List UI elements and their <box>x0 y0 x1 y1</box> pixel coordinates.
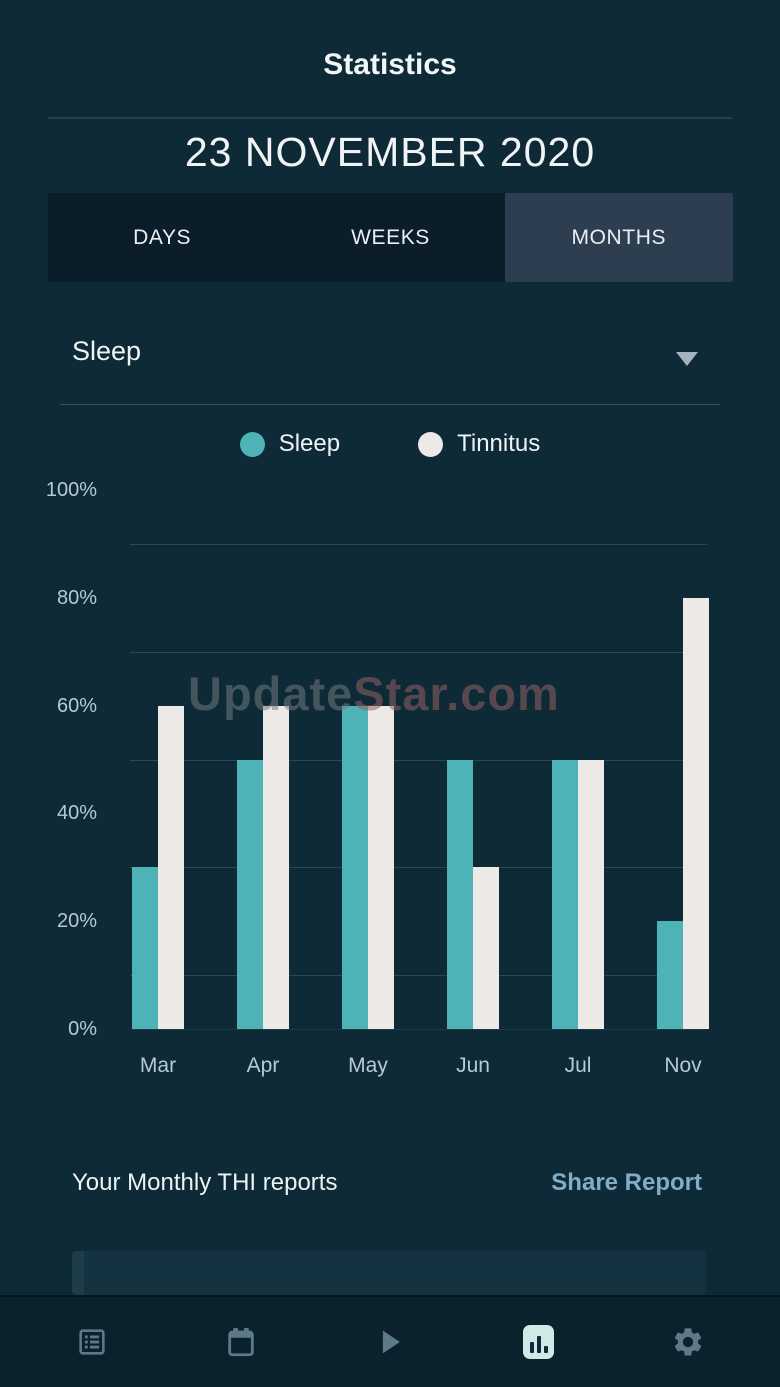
x-axis-label: Jun <box>456 1054 490 1077</box>
x-axis-label: Jul <box>564 1054 592 1077</box>
period-tabs: DAYS WEEKS MONTHS <box>48 193 733 282</box>
y-axis-tick: 40% <box>56 802 97 825</box>
gridline <box>130 759 707 761</box>
tab-months[interactable]: MONTHS <box>504 193 733 282</box>
sleep-dot-icon <box>239 431 265 457</box>
y-axis-tick: 20% <box>56 910 97 933</box>
tab-weeks[interactable]: WEEKS <box>276 193 505 282</box>
bar-tinnitus-nov <box>683 597 709 1029</box>
header-divider <box>48 117 732 119</box>
bar-sleep-may <box>342 705 368 1029</box>
bar-sleep-apr <box>237 759 263 1029</box>
share-report-button[interactable]: Share Report <box>545 1168 708 1198</box>
report-row[interactable] <box>72 1251 706 1295</box>
current-date: 23 NOVEMBER 2020 <box>184 129 596 175</box>
bar-sleep-nov <box>657 921 683 1029</box>
nav-play-button[interactable] <box>360 1312 420 1372</box>
list-icon <box>75 1325 109 1359</box>
x-axis-label: Mar <box>139 1054 177 1077</box>
bar-tinnitus-may <box>368 705 394 1029</box>
gridline <box>130 975 707 977</box>
bottom-nav <box>0 1297 780 1387</box>
chart-legend: Sleep Tinnitus <box>0 430 780 458</box>
x-axis-label: May <box>348 1054 388 1077</box>
watermark: UpdateStar.com <box>188 667 560 720</box>
tab-days[interactable]: DAYS <box>48 193 277 282</box>
stats-icon <box>523 1325 555 1359</box>
play-icon <box>373 1325 407 1359</box>
gridline <box>130 867 707 869</box>
reports-title: Your Monthly THI reports <box>72 1169 338 1196</box>
calendar-icon <box>224 1325 258 1359</box>
reports-header: Your Monthly THI reports Share Report <box>72 1168 708 1198</box>
metric-dropdown-value[interactable]: Sleep <box>72 336 142 366</box>
bar-tinnitus-apr <box>263 705 289 1029</box>
legend-label: Sleep <box>278 430 341 457</box>
dropdown-divider <box>60 404 720 405</box>
bar-sleep-jul <box>552 759 578 1029</box>
y-axis-tick: 80% <box>56 586 97 609</box>
x-axis-line <box>130 1029 707 1030</box>
legend-label: Tinnitus <box>457 430 541 457</box>
bar-tinnitus-jul <box>578 759 604 1029</box>
bar-sleep-jun <box>447 759 473 1029</box>
page-title: Statistics <box>323 48 457 81</box>
y-axis-tick: 0% <box>68 1018 97 1040</box>
bar-tinnitus-mar <box>158 705 184 1029</box>
bar-sleep-mar <box>132 867 158 1029</box>
nav-settings-button[interactable] <box>658 1312 718 1372</box>
gridline <box>130 543 707 545</box>
bar-tinnitus-jun <box>473 867 499 1029</box>
nav-calendar-button[interactable] <box>211 1312 271 1372</box>
y-axis-tick: 60% <box>56 694 97 717</box>
nav-divider <box>0 1295 780 1297</box>
legend-item-sleep: Sleep <box>239 430 341 458</box>
tinnitus-dot-icon <box>418 431 444 457</box>
x-axis-label: Apr <box>246 1054 280 1077</box>
gridline <box>130 651 707 653</box>
nav-statistics-button[interactable] <box>509 1312 569 1372</box>
x-axis-label: Nov <box>664 1054 702 1077</box>
chevron-down-icon[interactable] <box>676 352 698 366</box>
y-axis-tick: 100% <box>45 479 97 501</box>
legend-item-tinnitus: Tinnitus <box>418 430 540 458</box>
nav-reports-button[interactable] <box>62 1312 122 1372</box>
gear-icon <box>671 1325 705 1359</box>
